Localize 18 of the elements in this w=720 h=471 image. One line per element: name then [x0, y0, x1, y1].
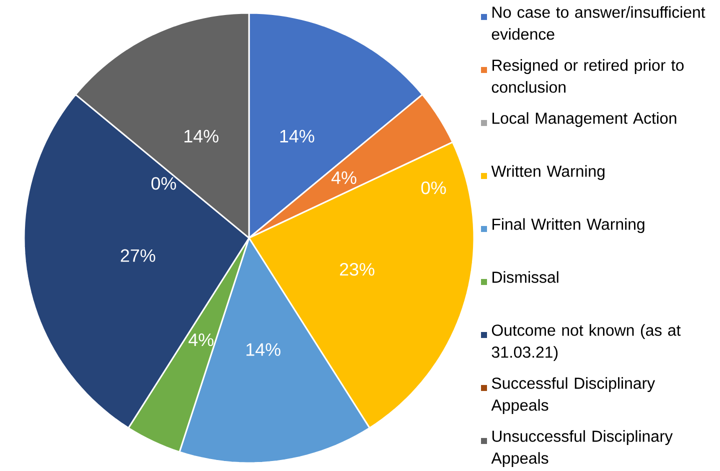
legend-label: Unsuccessful Disciplinary Appeals: [491, 430, 673, 467]
legend-label: No case to answer/insufficient evidence: [492, 6, 706, 40]
legend-label: Resigned or retired prior to conclusion: [492, 59, 684, 93]
data-label: 14%: [184, 130, 218, 142]
legend-label: Outcome not known (as at 31.03.21): [492, 324, 681, 361]
data-label: 4%: [188, 333, 214, 346]
data-label: 14%: [280, 130, 314, 142]
text: 0%: [421, 181, 446, 194]
text: 0%: [151, 177, 176, 190]
data-label: 23%: [340, 263, 374, 276]
legend-label: Dismissal: [492, 271, 558, 283]
legend-label: Successful Disciplinary Appeals: [491, 377, 656, 414]
data-label: 4%: [331, 171, 356, 184]
legend-label: Final Written Warning: [492, 218, 644, 234]
legend-label: Local Management Action: [492, 112, 676, 128]
data-label: 14%: [246, 343, 280, 356]
data-label: 27%: [120, 249, 156, 262]
legend-label: Written Warning: [491, 165, 604, 180]
